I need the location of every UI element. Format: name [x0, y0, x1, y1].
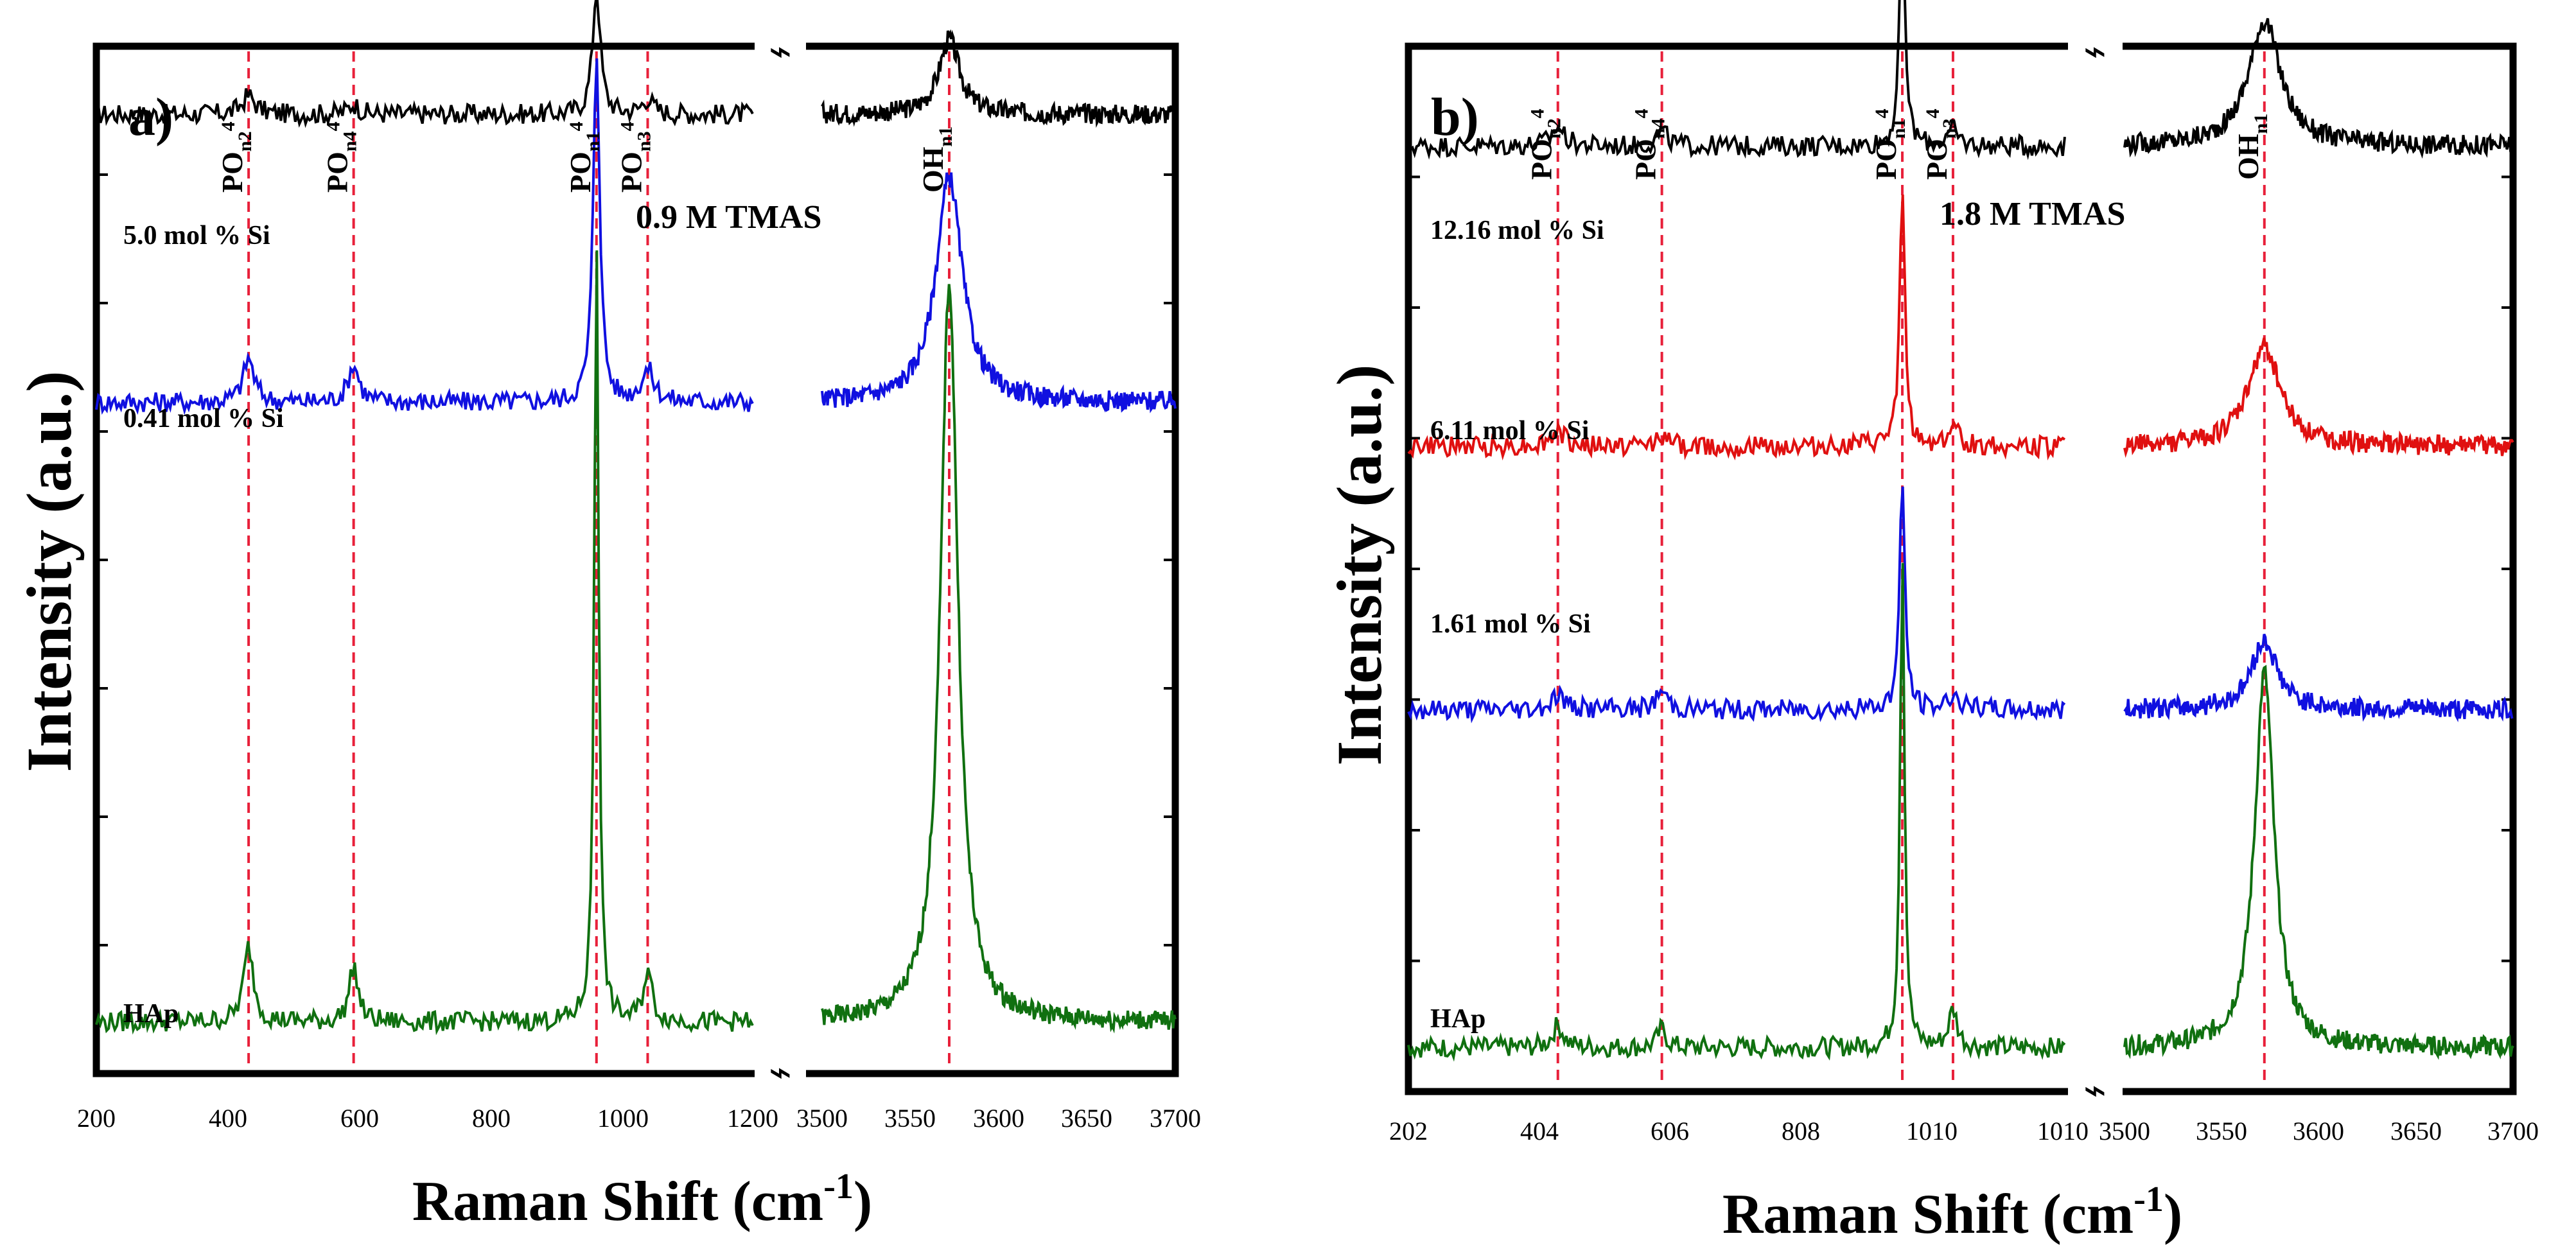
panel-a-peak-markers [247, 51, 951, 1068]
peak-label: POn14 [1870, 109, 1909, 180]
x-tick-label: 3550 [884, 1104, 936, 1133]
x-tick-label: 808 [1782, 1117, 1820, 1145]
x-tick-label: 3550 [2196, 1117, 2247, 1145]
x-tick-label: 1010 [2037, 1117, 2089, 1145]
series-label: HAp [1430, 1004, 1485, 1034]
panel-a-tick-labels: 200 400 600 800 1000 1200 3500 3550 3600 3650 3700 [77, 1104, 1201, 1133]
series-line-6-11-mol-si-trace-low [1407, 195, 2066, 461]
series-line-5-0-mol-si-trace-low [96, 0, 754, 128]
series-line-1-61-mol-si-trace-low [1407, 486, 2066, 724]
axis-break-gap-top [755, 35, 806, 58]
panel-b-y-axis-label: Intensity (a.u.) [1324, 364, 1395, 765]
panel-b-ticks [1408, 175, 2513, 962]
x-tick-label: 606 [1651, 1117, 1689, 1145]
peak-label: POn24 [216, 121, 256, 193]
panel-b-peak-markers [1556, 51, 2266, 1086]
x-tick-label: 3600 [2293, 1117, 2344, 1145]
panel-b-title: 1.8 M TMAS [1940, 196, 2125, 232]
series-label: 1.61 mol % Si [1430, 609, 1591, 639]
peak-label: POn24 [1525, 109, 1565, 180]
axis-break-gap-top [2068, 35, 2123, 58]
x-tick-label: 200 [77, 1104, 116, 1133]
peak-label: OHn1 [2232, 114, 2272, 180]
x-tick-label: 600 [340, 1104, 379, 1133]
panel-a-tag: a) [128, 87, 173, 147]
panel-b-tick-labels: 202 404 606 808 1010 1010 3500 3550 3600 3650 3700 [1389, 1117, 2539, 1145]
peak-label: POn14 [564, 121, 604, 193]
series-label: 12.16 mol % Si [1430, 216, 1604, 245]
axis-break-symbol-top: ⌁ [2083, 30, 2107, 73]
series-label: 5.0 mol % Si [123, 221, 270, 250]
panel-a-peak-labels: POn24 POn44 POn14 POn34 OHn1 [216, 121, 956, 193]
x-tick-label: 404 [1520, 1117, 1559, 1145]
panel-b-tag: b) [1431, 87, 1479, 147]
panel-a: ⌁ ⌁ a) 0.9 M TMAS 5.0 mol % Si 0.41 mol … [13, 0, 1201, 1233]
series-line-12-16-mol-si-trace-high [2123, 18, 2514, 159]
axis-break-gap-bottom [2068, 1081, 2123, 1103]
panel-a-title: 0.9 M TMAS [636, 199, 821, 236]
series-line-12-16-mol-si-trace-low [1407, 0, 2066, 161]
peak-label: POn44 [1629, 109, 1669, 180]
peak-label: POn44 [321, 121, 361, 193]
x-tick-label: 1200 [727, 1104, 778, 1133]
series-line-hap-trace-low [95, 250, 754, 1036]
series-line-5-0-mol-si-trace-high [821, 29, 1177, 128]
x-tick-label: 1000 [597, 1104, 649, 1133]
axis-break-gap-bottom [755, 1063, 806, 1085]
x-tick-label: 1010 [1906, 1117, 1958, 1145]
panel-a-y-axis-label: Intensity (a.u.) [13, 370, 85, 772]
axis-break-symbol-bottom: ⌁ [2083, 1069, 2107, 1111]
axis-break-symbol-bottom: ⌁ [769, 1051, 792, 1093]
series-line-6-11-mol-si-trace-high [2123, 337, 2514, 458]
x-tick-label: 3650 [2390, 1117, 2442, 1145]
x-tick-label: 3500 [796, 1104, 848, 1133]
x-tick-label: 3500 [2099, 1117, 2150, 1145]
panel-a-ticks [96, 173, 1175, 946]
series-line-hap-trace-high [2123, 665, 2514, 1060]
x-tick-label: 3600 [973, 1104, 1024, 1133]
series-line-0-41-mol-si-trace-high [821, 172, 1177, 414]
x-tick-label: 400 [209, 1104, 247, 1133]
series-line-0-41-mol-si-trace-low [95, 58, 754, 415]
panel-b-traces [1407, 0, 2514, 1062]
panel-b-x-axis-label: Raman Shift (cm-1) [1722, 1180, 2182, 1246]
series-label: 0.41 mol % Si [123, 404, 284, 433]
panel-a-traces [95, 0, 1177, 1036]
x-tick-label: 3700 [1150, 1104, 1201, 1133]
panel-a-x-axis-label: Raman Shift (cm-1) [412, 1167, 872, 1233]
series-label: 6.11 mol % Si [1430, 416, 1590, 446]
series-line-hap-trace-high [821, 284, 1177, 1034]
axis-break-symbol-top: ⌁ [769, 30, 792, 73]
peak-label: POn34 [1920, 109, 1960, 180]
peak-label: OHn1 [916, 126, 956, 193]
x-tick-label: 202 [1389, 1117, 1428, 1145]
panel-b: ⌁ ⌁ b) 1.8 M TMAS 12.16 mol % Si 6.11 mo… [1324, 0, 2539, 1246]
series-label: HAp [123, 999, 179, 1029]
series-line-1-61-mol-si-trace-high [2123, 633, 2514, 722]
peak-label: POn34 [615, 121, 654, 193]
panel-b-peak-labels: POn24 POn44 POn14 POn34 OHn1 [1525, 109, 2272, 180]
x-tick-label: 3700 [2487, 1117, 2539, 1145]
x-tick-label: 800 [472, 1104, 511, 1133]
series-line-hap-trace-low [1407, 562, 2066, 1062]
x-tick-label: 3650 [1061, 1104, 1112, 1133]
